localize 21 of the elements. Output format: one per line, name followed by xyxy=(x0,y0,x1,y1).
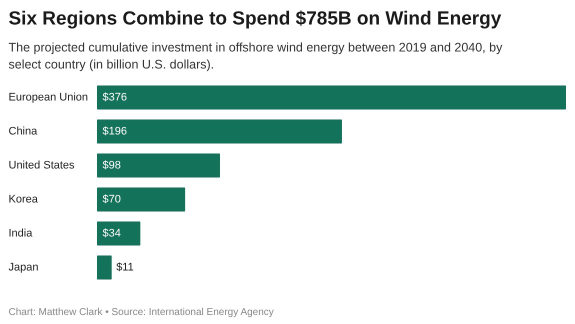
chart-subtitle: The projected cumulative investment in offshore wind energy between 2019 and 2040, by select country (in billion U.S. dollars). xyxy=(8,40,504,72)
data-label: $11 xyxy=(116,262,134,274)
y-tick-label: European Union xyxy=(8,92,88,104)
bar xyxy=(97,85,566,110)
bar xyxy=(97,187,186,212)
bar xyxy=(97,221,140,246)
y-tick-label: China xyxy=(8,126,38,138)
bar xyxy=(97,119,342,144)
y-tick-label: United States xyxy=(8,160,76,172)
y-tick-label: India xyxy=(8,228,34,240)
text: Chart: Matthew Clark • Source: International Energy Agency xyxy=(8,307,274,318)
y-tick-label: Japan xyxy=(8,262,38,274)
bar xyxy=(97,153,220,178)
data-label: $376 xyxy=(102,92,127,104)
data-label: $98 xyxy=(102,160,121,172)
data-label: $70 xyxy=(102,194,121,206)
data-label: $34 xyxy=(102,228,121,240)
data-label: $196 xyxy=(102,126,127,138)
bar xyxy=(97,255,112,280)
y-tick-label: Korea xyxy=(8,194,39,206)
chart-title: Six Regions Combine to Spend $785B on Wind Energy xyxy=(8,8,502,30)
